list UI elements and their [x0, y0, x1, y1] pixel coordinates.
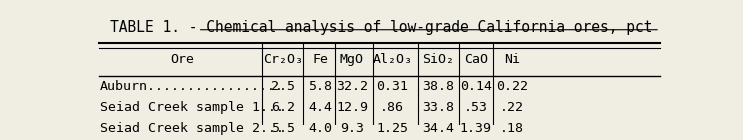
Text: SiO₂: SiO₂ — [422, 53, 455, 66]
Text: Auburn.................: Auburn................. — [100, 80, 284, 93]
Text: 1.39: 1.39 — [460, 122, 492, 135]
Text: 33.8: 33.8 — [422, 101, 455, 114]
Text: Ni: Ni — [504, 53, 520, 66]
Text: Cr₂O₃: Cr₂O₃ — [263, 53, 303, 66]
Text: 5.5: 5.5 — [271, 122, 295, 135]
Text: TABLE 1. - Chemical analysis of low-grade California ores, pct: TABLE 1. - Chemical analysis of low-grad… — [109, 20, 652, 35]
Text: 34.4: 34.4 — [422, 122, 455, 135]
Text: .86: .86 — [380, 101, 404, 114]
Text: 4.0: 4.0 — [308, 122, 332, 135]
Text: Seiad Creek sample 2...: Seiad Creek sample 2... — [100, 122, 284, 135]
Text: 1.25: 1.25 — [376, 122, 409, 135]
Text: Al₂O₃: Al₂O₃ — [372, 53, 412, 66]
Text: 9.3: 9.3 — [340, 122, 364, 135]
Text: Ore: Ore — [170, 53, 194, 66]
Text: 0.14: 0.14 — [460, 80, 492, 93]
Text: Fe: Fe — [312, 53, 328, 66]
Text: 38.8: 38.8 — [422, 80, 455, 93]
Text: 0.31: 0.31 — [376, 80, 409, 93]
Text: 12.9: 12.9 — [336, 101, 368, 114]
Text: .18: .18 — [500, 122, 524, 135]
Text: 0.22: 0.22 — [496, 80, 528, 93]
Text: CaO: CaO — [464, 53, 488, 66]
Text: 32.2: 32.2 — [336, 80, 368, 93]
Text: 4.4: 4.4 — [308, 101, 332, 114]
Text: MgO: MgO — [340, 53, 364, 66]
Text: 2.5: 2.5 — [271, 80, 295, 93]
Text: .22: .22 — [500, 101, 524, 114]
Text: 5.8: 5.8 — [308, 80, 332, 93]
Text: Seiad Creek sample 1...: Seiad Creek sample 1... — [100, 101, 284, 114]
Text: 6.2: 6.2 — [271, 101, 295, 114]
Text: .53: .53 — [464, 101, 488, 114]
